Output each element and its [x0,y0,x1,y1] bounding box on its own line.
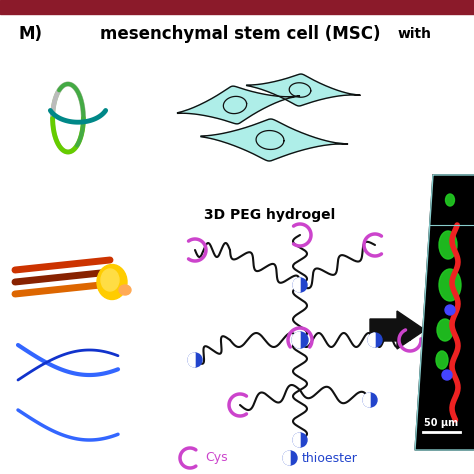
Ellipse shape [101,269,119,291]
Wedge shape [188,353,195,367]
Ellipse shape [97,264,127,300]
Wedge shape [293,278,300,292]
Wedge shape [368,333,375,347]
Polygon shape [246,74,360,106]
Circle shape [363,393,377,407]
Text: Cys: Cys [205,452,228,465]
Wedge shape [363,393,370,407]
Ellipse shape [119,285,131,295]
Circle shape [368,333,382,347]
Circle shape [188,353,202,367]
Ellipse shape [436,351,448,369]
Wedge shape [293,433,300,447]
Circle shape [283,451,297,465]
Wedge shape [292,332,300,348]
Circle shape [292,332,308,348]
Circle shape [442,370,452,380]
Bar [0,0,474,14]
Polygon shape [201,119,347,161]
Text: M): M) [18,25,42,43]
Circle shape [445,305,455,315]
Circle shape [293,433,307,447]
Ellipse shape [439,231,457,259]
Ellipse shape [437,319,453,341]
Text: thioester: thioester [302,452,358,465]
FancyArrow shape [370,311,425,349]
Text: 50 μm: 50 μm [424,418,458,428]
Circle shape [293,278,307,292]
Text: mesenchymal stem cell (MSC): mesenchymal stem cell (MSC) [100,25,380,43]
Ellipse shape [446,194,455,206]
Ellipse shape [439,269,461,301]
Polygon shape [415,175,474,450]
Text: with: with [398,27,432,41]
Wedge shape [283,451,290,465]
Text: 3D PEG hydrogel: 3D PEG hydrogel [204,208,336,222]
Polygon shape [177,86,300,124]
